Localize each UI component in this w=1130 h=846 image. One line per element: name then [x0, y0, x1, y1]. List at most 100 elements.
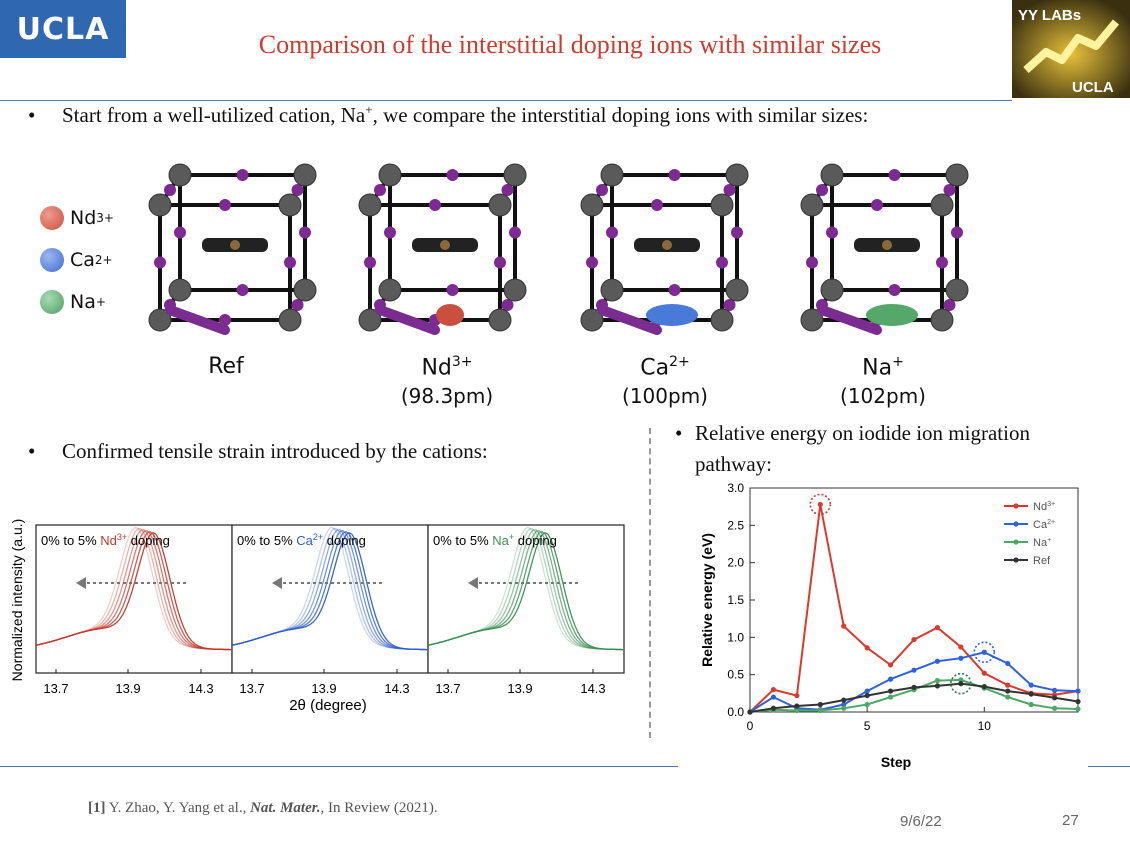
xrd-panel-label: 0% to 5% Ca2+ doping	[237, 532, 366, 548]
data-point	[911, 667, 917, 673]
data-point	[1075, 706, 1081, 712]
data-point	[841, 697, 847, 703]
data-point	[958, 644, 964, 650]
yy-top-text: YY LABs	[1018, 7, 1081, 24]
shift-arrow-head	[272, 577, 282, 589]
struct-label-ref: Ref	[186, 354, 266, 379]
lead-atom	[580, 193, 604, 217]
iodide-atom	[284, 256, 296, 269]
struct-label-ca: Ca2+	[610, 354, 720, 380]
data-point	[1075, 698, 1081, 705]
citation-journal: Nat. Mater.	[250, 800, 321, 816]
iodide-atom	[299, 226, 311, 239]
data-point	[841, 701, 847, 708]
peak-highlight	[809, 493, 832, 516]
xrd-xtick-label: 13.7	[239, 681, 264, 696]
struct-size-na: (102pm)	[840, 384, 926, 408]
header-rule	[0, 100, 1012, 101]
data-point	[887, 676, 894, 682]
data-point	[864, 701, 870, 708]
data-point	[958, 677, 964, 683]
shift-arrow-head	[76, 577, 86, 589]
iodide-migration-path	[375, 305, 440, 335]
xrd-xtick-label: 14.3	[188, 681, 213, 696]
lead-atom	[278, 308, 302, 332]
bullet-energy-line1: Relative energy on iodide ion migration	[695, 421, 1030, 445]
xrd-xtick-label: 14.3	[384, 681, 409, 696]
iodide-migration-path	[165, 305, 230, 335]
iodide-atom	[501, 184, 514, 196]
lead-atom	[725, 278, 749, 302]
citation: [1] Y. Zhao, Y. Yang et al., Nat. Mater.…	[88, 800, 438, 817]
legend-na: Na +	[40, 290, 106, 314]
organic-center	[440, 240, 450, 250]
legend-marker	[1013, 557, 1019, 563]
lead-atom	[800, 308, 824, 332]
data-point	[864, 692, 870, 699]
struct-size-ca: (100pm)	[622, 384, 708, 408]
xrd-panel-frame	[231, 524, 429, 674]
data-point	[1028, 682, 1034, 688]
xrd-curve	[35, 529, 232, 651]
lead-atom	[293, 163, 317, 187]
iodide-atom	[723, 299, 736, 311]
iodide-atom	[723, 184, 736, 196]
citation-rest: , In Review (2021).	[320, 800, 438, 816]
footer-rule-left	[0, 766, 678, 767]
organic-center	[230, 240, 240, 250]
dopant-ion	[436, 304, 464, 326]
data-point	[1005, 694, 1011, 700]
lead-atom	[503, 163, 527, 187]
xrd-xtick-label: 13.9	[507, 681, 532, 696]
peak-highlight	[973, 641, 996, 664]
iodide-atom	[236, 284, 249, 296]
data-point	[794, 703, 800, 709]
iodide-atom	[236, 169, 249, 181]
slide-date: 9/6/22	[900, 813, 942, 830]
iodide-atom	[219, 314, 231, 326]
data-point	[1005, 688, 1011, 694]
data-point	[864, 645, 870, 651]
legend-label: Ca2+	[1033, 519, 1055, 531]
energy-ytick-label: 1.0	[727, 630, 744, 644]
data-point	[794, 707, 800, 714]
legend-label: Nd3+	[1033, 501, 1055, 513]
energy-ytick-label: 2.5	[727, 518, 744, 532]
energy-ytick-label: 3.0	[727, 481, 744, 495]
lead-atom	[710, 308, 734, 332]
iodide-atom	[951, 226, 963, 239]
organic-center	[662, 240, 672, 250]
iodide-atom	[731, 226, 743, 239]
bullet-intro-sup: +	[365, 102, 373, 117]
lead-atom	[725, 163, 749, 187]
data-point	[770, 694, 777, 700]
iodide-atom	[384, 226, 396, 239]
data-point	[981, 649, 987, 655]
xrd-xtick-label: 13.7	[435, 681, 460, 696]
lead-atom	[488, 308, 512, 332]
ucla-logo-text: UCLA	[16, 11, 110, 47]
xrd-panel-label: 0% to 5% Na+ doping	[433, 532, 557, 548]
lead-atom	[930, 308, 954, 332]
lead-atom	[378, 163, 402, 187]
crystal-structure-ca	[580, 163, 749, 335]
dopant-ion	[866, 304, 918, 326]
iodide-atom	[429, 199, 441, 211]
energy-xtick-label: 5	[864, 719, 871, 733]
bullet-energy: • Relative energy on iodide ion migration…	[675, 421, 1030, 476]
xrd-xtick-label: 13.7	[43, 681, 68, 696]
crystal-structure-nd	[358, 163, 527, 335]
iodide-atom	[374, 184, 386, 196]
slide-title: Comparison of the interstitial doping io…	[258, 30, 882, 59]
struct-label-nd: Nd3+	[392, 354, 502, 380]
xrd-chart: Normalized intensity (a.u.) 2θ (degree) …	[9, 519, 625, 714]
data-point	[1028, 691, 1034, 697]
data-point	[1051, 687, 1058, 693]
yy-logo-graphic: YY LABs UCLA	[1012, 0, 1130, 98]
iodide-atom	[716, 256, 728, 269]
iodide-atom	[509, 226, 521, 239]
lead-atom	[930, 193, 954, 217]
legend-marker	[1013, 521, 1019, 527]
iodide-atom	[364, 256, 376, 269]
lead-atom	[600, 278, 624, 302]
